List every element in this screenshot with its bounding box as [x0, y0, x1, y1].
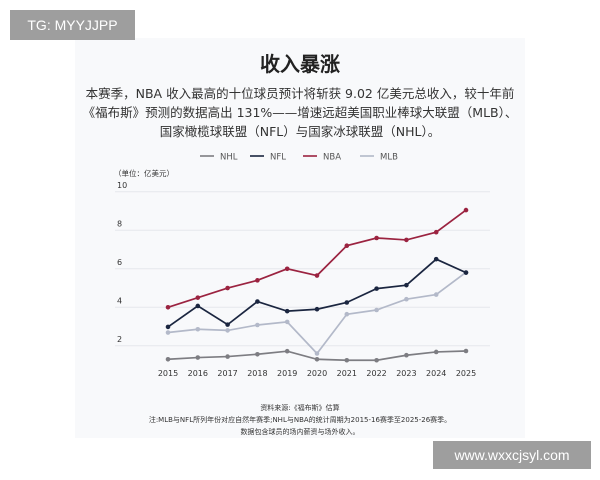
y-tick-label: 4 [117, 296, 122, 305]
data-point-nba [374, 235, 379, 241]
data-point-nba [404, 237, 409, 243]
series-line-nba [167, 209, 467, 309]
x-tick-label: 2023 [396, 369, 416, 378]
data-point-mlb [374, 307, 379, 313]
chart-title: 收入暴涨 [260, 52, 340, 76]
data-point-mlb [344, 311, 350, 317]
data-point-nhl [225, 354, 230, 359]
data-point-mlb [225, 328, 230, 333]
chart-notes: 资料来源:《福布斯》估算 注:MLB与NFL所列年份对应自然年赛季;NHL与NB… [100, 402, 500, 438]
data-point-nba [225, 285, 230, 291]
data-point-nba [463, 207, 469, 213]
x-tick-label: 2015 [158, 369, 178, 378]
legend-label-nhl: NHL [220, 153, 238, 163]
y-tick-label: 6 [117, 258, 122, 267]
data-point-nfl [225, 322, 230, 327]
x-tick-label: 2020 [307, 369, 327, 378]
data-point-mlb [404, 296, 409, 302]
data-point-nfl [255, 299, 260, 304]
data-point-nhl [344, 357, 350, 363]
legend-label-nfl: NFL [270, 153, 286, 163]
data-point-nfl [165, 324, 171, 330]
data-point-mlb [165, 330, 171, 335]
legend-label-nba: NBA [323, 153, 341, 163]
data-point-nhl [463, 348, 469, 354]
data-point-nhl [255, 351, 260, 357]
data-point-nfl [195, 303, 201, 309]
watermark-bottom-right: www.wxxcjsyl.com [433, 441, 591, 469]
x-tick-label: 2016 [188, 369, 208, 378]
x-tick-label: 2021 [337, 369, 357, 378]
data-point-nhl [165, 356, 171, 362]
data-point-nba [165, 305, 171, 310]
y-axis-unit-label: （单位：亿美元） [114, 168, 174, 178]
data-point-nba [195, 295, 201, 300]
chart-subtitle: 本赛季，NBA 收入最高的十位球员预计将斩获 9.02 亿美元总收入，较十年前《… [82, 86, 518, 139]
data-point-nba [314, 273, 320, 278]
data-point-nhl [433, 349, 439, 355]
y-tick-label: 10 [117, 181, 127, 190]
note-seasons: 注:MLB与NFL所列年份对应自然年赛季;NHL与NBA的统计周期为2015-1… [148, 416, 452, 424]
chart-card [75, 38, 525, 438]
y-tick-label: 8 [117, 219, 122, 228]
watermark-top-left: TG: MYYJJPP [10, 10, 135, 40]
data-point-mlb [255, 322, 260, 328]
data-point-nfl [344, 300, 350, 305]
x-tick-label: 2018 [247, 369, 267, 378]
data-point-nhl [404, 352, 409, 358]
data-point-nfl [404, 282, 409, 288]
data-point-nba [255, 278, 260, 283]
data-point-nba [344, 243, 350, 248]
data-point-nhl [374, 357, 379, 363]
data-point-mlb [314, 351, 320, 356]
data-point-nba [433, 229, 439, 235]
x-tick-label: 2024 [426, 369, 446, 378]
data-point-nfl [374, 286, 379, 291]
legend-label-mlb: MLB [380, 153, 398, 163]
x-tick-label: 2019 [277, 369, 297, 378]
data-point-mlb [284, 319, 290, 325]
data-point-nfl [314, 306, 320, 312]
x-tick-label: 2022 [366, 369, 386, 378]
data-point-nhl [284, 348, 290, 354]
series-line-mlb [167, 271, 467, 355]
note-source: 资料来源:《福布斯》估算 [260, 404, 340, 412]
data-point-nba [284, 266, 290, 272]
x-tick-label: 2017 [217, 369, 237, 378]
data-point-mlb [195, 326, 201, 332]
y-tick-label: 2 [117, 335, 122, 344]
note-income: 数据包含球员的场内薪资与场外收入。 [240, 428, 360, 436]
x-tick-label: 2025 [456, 369, 476, 378]
data-point-nfl [433, 256, 439, 262]
data-point-nfl [463, 270, 469, 275]
data-point-nfl [284, 308, 290, 314]
data-point-nhl [314, 356, 320, 362]
data-point-mlb [433, 292, 439, 297]
data-point-nhl [195, 355, 201, 360]
